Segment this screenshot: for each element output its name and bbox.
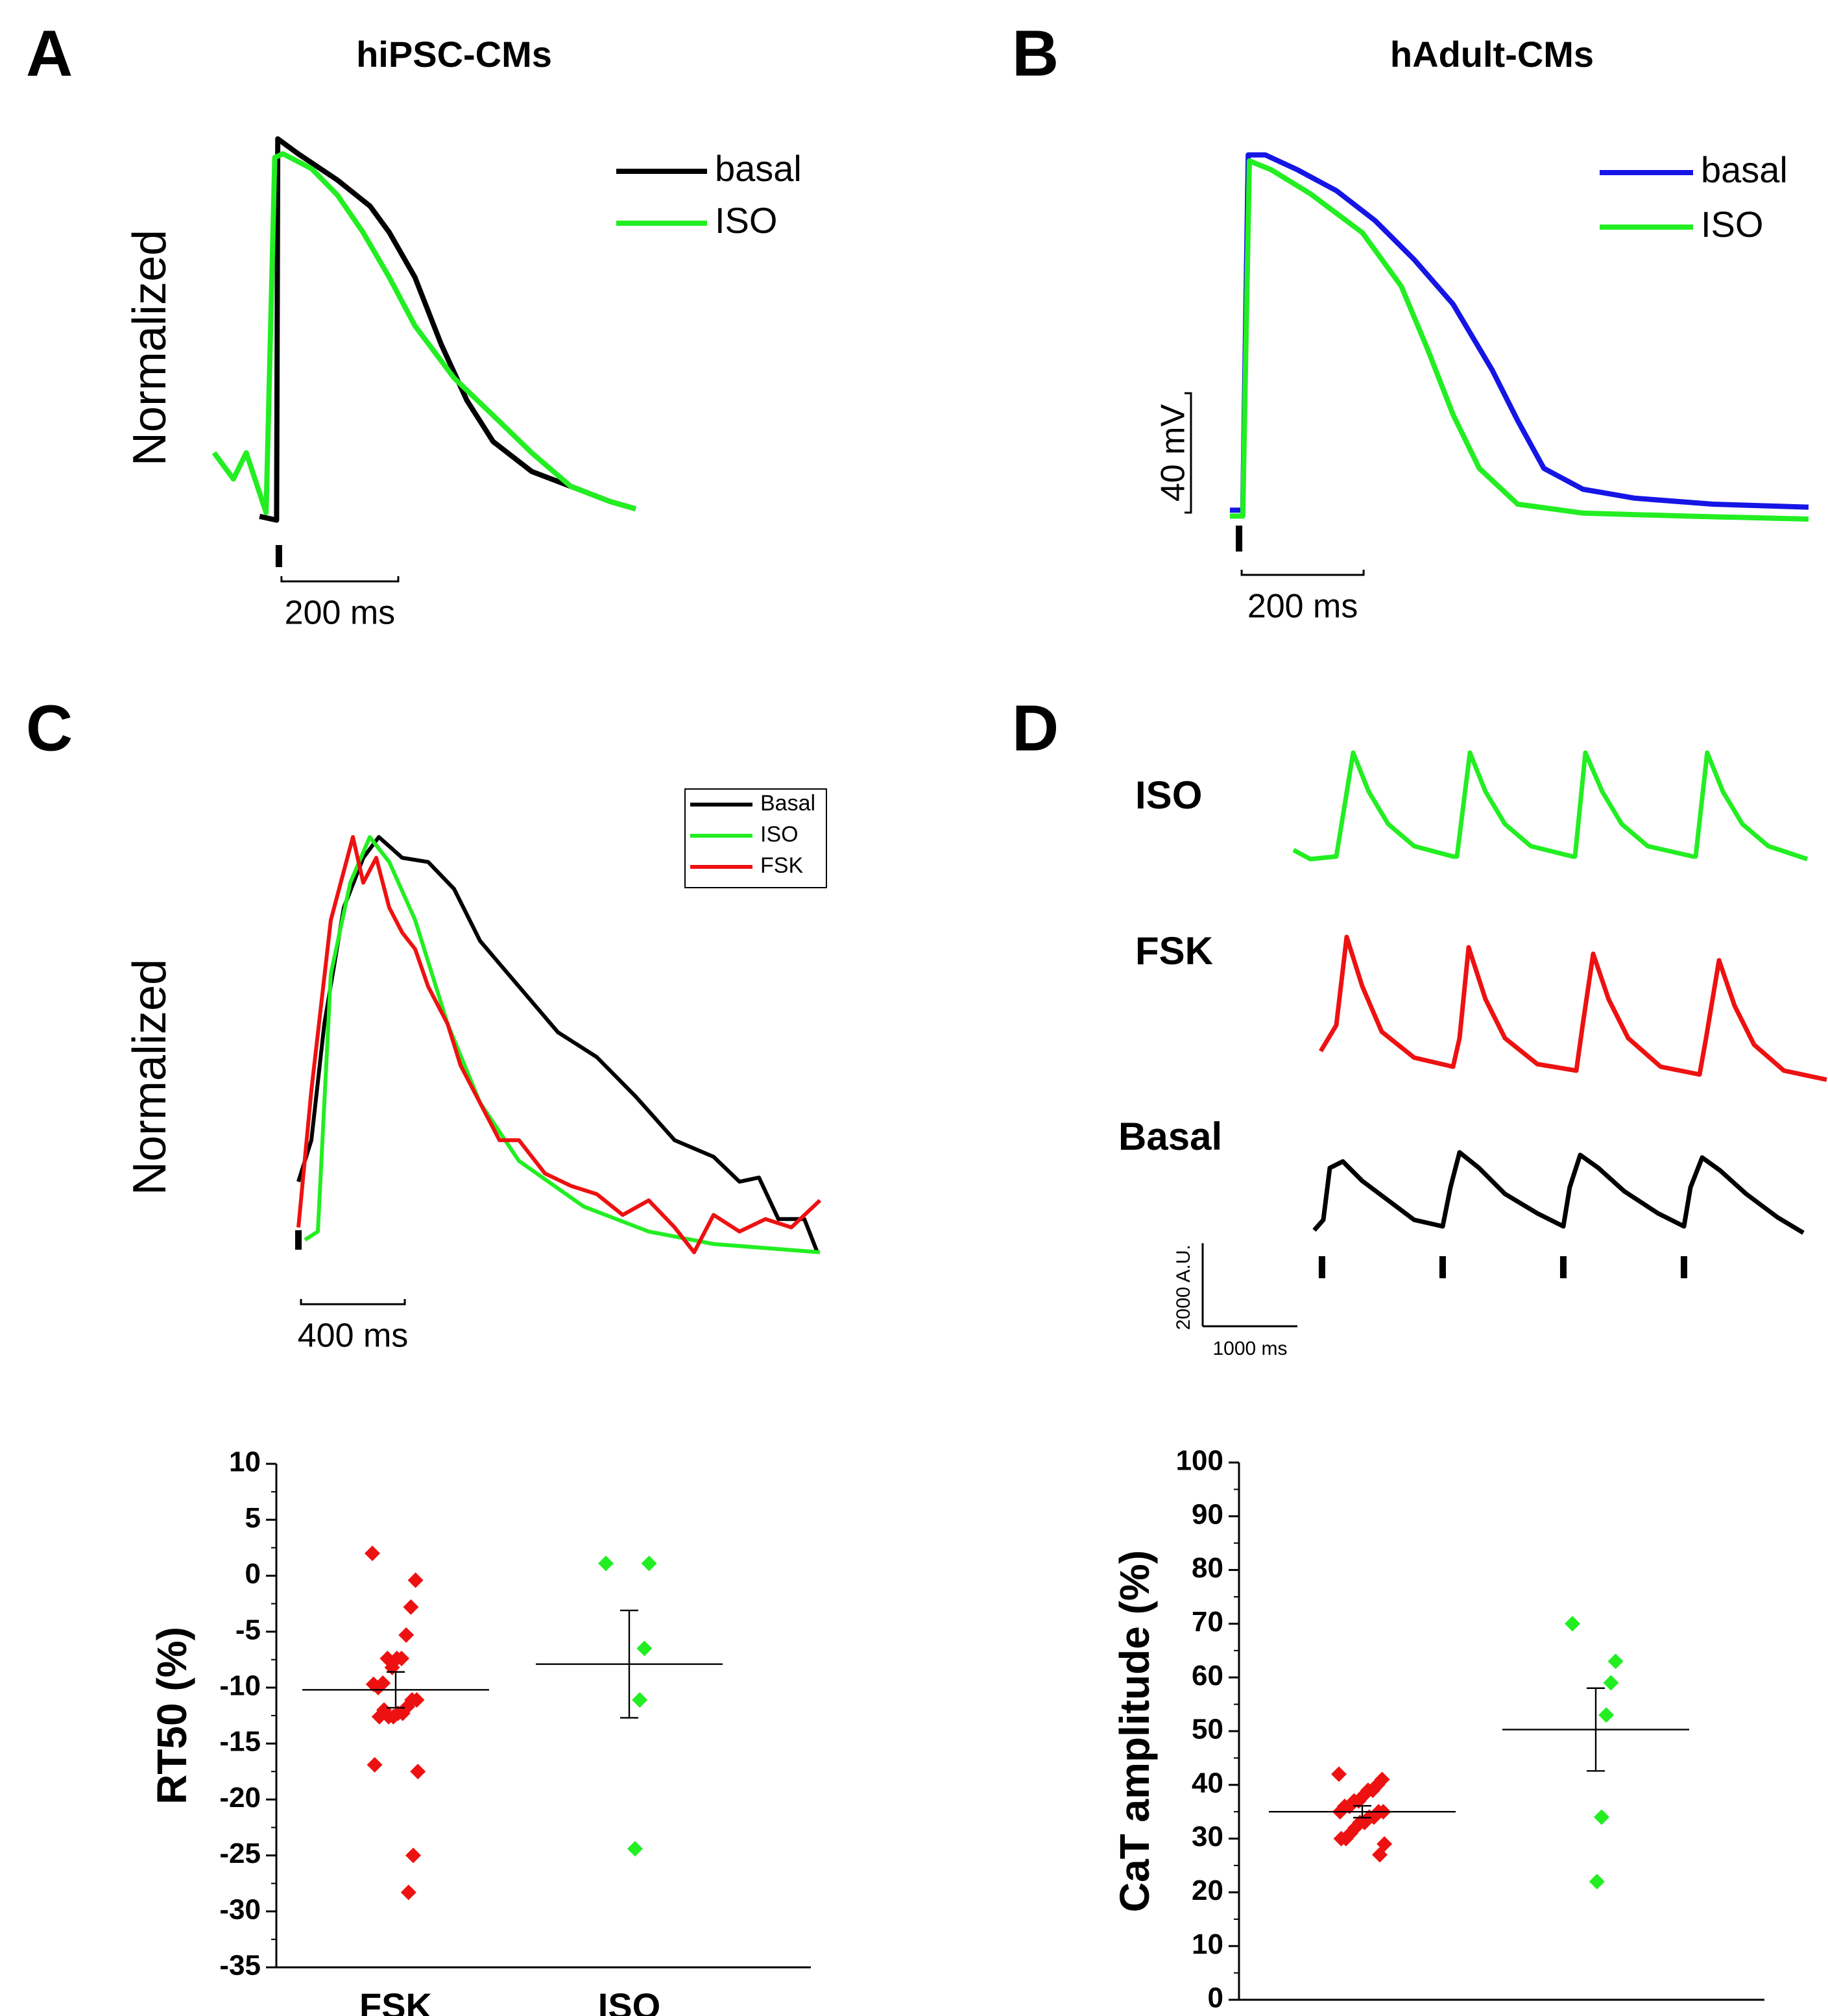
y-tick-label: -15 bbox=[219, 1726, 261, 1758]
data-point bbox=[1589, 1873, 1605, 1889]
legend-label: ISO bbox=[760, 822, 799, 847]
y-tick-label: 60 bbox=[1192, 1660, 1223, 1692]
trace bbox=[1318, 934, 1827, 1082]
error-bar bbox=[387, 1671, 405, 1709]
legend-label: FSK bbox=[760, 853, 803, 878]
row-label: FSK bbox=[1135, 929, 1213, 973]
data-point bbox=[371, 1708, 387, 1725]
panel-letter: C bbox=[26, 692, 73, 764]
y-tick-label: -30 bbox=[219, 1893, 261, 1925]
y-tick-label: 0 bbox=[1208, 1982, 1223, 2014]
scale-bar-x bbox=[300, 1299, 406, 1306]
scale-bar-y-label: 2000 A.U. bbox=[1173, 1245, 1194, 1330]
legend-label: Basal bbox=[760, 791, 815, 816]
scale-bar-y bbox=[1185, 392, 1192, 514]
scale-bar-x-label: 400 ms bbox=[298, 1317, 409, 1355]
legend-label: basal bbox=[715, 148, 802, 189]
panel-title: hiPSC-CMs bbox=[356, 34, 552, 75]
data-point bbox=[400, 1884, 416, 1901]
y-tick-label: 20 bbox=[1192, 1875, 1223, 1906]
data-point bbox=[1333, 1830, 1349, 1847]
data-point bbox=[1565, 1616, 1580, 1632]
data-point bbox=[365, 1676, 381, 1692]
trace bbox=[1230, 158, 1809, 522]
y-tick-label: -10 bbox=[219, 1670, 261, 1702]
scale-bar-y-label: 40 mV bbox=[1155, 404, 1192, 502]
y-tick-label: 10 bbox=[1192, 1928, 1223, 1960]
data-point bbox=[403, 1599, 419, 1615]
data-point bbox=[1594, 1809, 1609, 1825]
y-tick-label: -5 bbox=[235, 1614, 261, 1646]
y-tick-label: -35 bbox=[219, 1950, 261, 1982]
trace bbox=[1292, 750, 1809, 862]
y-tick-label: -25 bbox=[219, 1838, 261, 1869]
x-tick-label: ISO bbox=[598, 1986, 660, 2016]
panel-letter: A bbox=[26, 17, 73, 90]
scale-bar-x-label: 200 ms bbox=[1247, 588, 1358, 625]
x-tick-label: FSK bbox=[359, 1986, 432, 2016]
data-point bbox=[641, 1555, 657, 1572]
legend-box bbox=[684, 788, 827, 888]
y-tick-label: -20 bbox=[219, 1782, 261, 1814]
scale-bar-x bbox=[280, 576, 400, 583]
scale-bar-x-label: 200 ms bbox=[285, 594, 396, 632]
y-tick-label: 80 bbox=[1192, 1552, 1223, 1584]
data-point bbox=[627, 1841, 643, 1857]
data-point bbox=[632, 1692, 648, 1708]
y-axis-label: RT50 (%) bbox=[149, 1627, 195, 1804]
data-point bbox=[598, 1555, 614, 1572]
data-point bbox=[1603, 1675, 1619, 1691]
y-tick-label: 70 bbox=[1192, 1606, 1223, 1638]
error-bar bbox=[1353, 1804, 1371, 1819]
y-tick-label: 100 bbox=[1176, 1445, 1223, 1477]
scale-bar-x-label: 1000 ms bbox=[1212, 1338, 1287, 1359]
data-point bbox=[410, 1764, 426, 1780]
y-axis-label: Normalized bbox=[124, 959, 176, 1195]
y-tick-label: 90 bbox=[1192, 1498, 1223, 1530]
legend-label: ISO bbox=[715, 200, 777, 241]
error-bar bbox=[620, 1609, 638, 1719]
trace bbox=[211, 151, 636, 515]
data-point bbox=[379, 1651, 396, 1667]
y-tick-label: 30 bbox=[1192, 1821, 1223, 1852]
data-point bbox=[1372, 1847, 1388, 1863]
error-bar bbox=[1587, 1687, 1605, 1772]
data-point bbox=[1598, 1707, 1615, 1723]
trace bbox=[304, 835, 821, 1254]
legend-label: basal bbox=[1701, 149, 1788, 190]
trace bbox=[296, 835, 822, 1254]
y-axis-label: CaT amplitude (%) bbox=[1111, 1550, 1158, 1912]
y-axis-label: Normalized bbox=[124, 230, 176, 466]
row-label: Basal bbox=[1118, 1115, 1222, 1158]
legend-label: ISO bbox=[1701, 204, 1763, 245]
panel-letter: B bbox=[1012, 17, 1059, 90]
y-tick-label: 50 bbox=[1192, 1714, 1223, 1745]
data-point bbox=[367, 1756, 383, 1773]
y-tick-label: 40 bbox=[1192, 1767, 1223, 1799]
trace bbox=[259, 136, 636, 523]
panel-letter: D bbox=[1012, 692, 1059, 764]
trace bbox=[1230, 152, 1809, 513]
data-point bbox=[1607, 1653, 1624, 1670]
data-point bbox=[398, 1627, 415, 1643]
data-point bbox=[407, 1572, 424, 1588]
panel-title: hAdult-CMs bbox=[1390, 34, 1594, 75]
data-point bbox=[405, 1847, 421, 1864]
y-tick-label: 5 bbox=[245, 1502, 261, 1534]
data-point bbox=[1331, 1766, 1347, 1782]
data-point bbox=[365, 1545, 380, 1561]
row-label: ISO bbox=[1135, 773, 1202, 817]
y-tick-label: 10 bbox=[229, 1446, 261, 1478]
trace bbox=[1312, 1150, 1805, 1235]
data-point bbox=[636, 1640, 653, 1657]
scale-bar-x bbox=[1240, 570, 1365, 576]
y-tick-label: 0 bbox=[245, 1558, 261, 1590]
